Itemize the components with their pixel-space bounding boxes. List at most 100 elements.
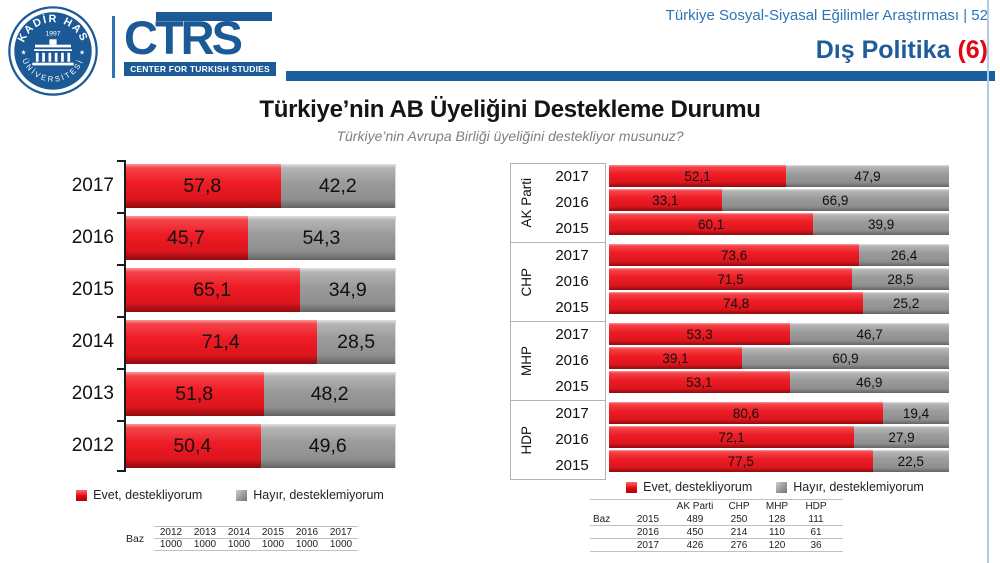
baz-value: 1000 [154,539,188,551]
year-label: 2012 [71,435,114,456]
year-label: 2015 [71,279,114,300]
year-label: 2016 [555,273,589,290]
baz-year: 2016 [290,527,324,539]
left-legend: Evet, destekliyorum Hayır, desteklemiyor… [60,488,400,502]
party-chart: AK Parti 2017 2016 2015 52,1 47,9 33,1 66,9 60,1… [510,163,949,480]
bar-segment-evet: 53,3 [609,323,791,345]
axis-tick [117,470,124,472]
chart-row: 2016 45,7 54,3 [60,212,400,264]
bar-track: 60,1 39,9 [609,213,949,235]
baz-year: 2017 [324,527,358,539]
bar-track: 33,1 66,9 [609,189,949,211]
party-label-text: AK Parti [518,178,534,228]
party-bars: 73,6 26,4 71,5 28,5 74,8 25,2 [609,242,949,321]
left-baz-table: Baz 2012 1000 2013 1000 2014 1000 2015 1000 2016… [122,526,358,551]
baz-row: Baz 2015 489 250 128 111 [590,513,843,526]
legend-item-hayir: Hayır, desteklemiyorum [236,488,384,502]
bar-segment-hayir: 27,9 [854,426,949,448]
bar-segment-hayir: 26,4 [859,244,949,266]
year-label: 2013 [71,383,114,404]
baz-year: 2012 [154,527,188,539]
bar-segment-hayir: 46,7 [790,323,949,345]
value-axis [124,160,126,472]
legend-label-hayir: Hayır, desteklemiyorum [253,488,384,502]
evet-swatch-icon [76,489,88,501]
baz-value-cell: 110 [769,527,785,538]
right-legend: Evet, destekliyorum Hayır, desteklemiyor… [600,480,950,494]
party-label-box: HDP 2017 2016 2015 [510,400,606,480]
baz-label-cell: Baz [593,514,611,525]
right-edge-line [987,0,989,563]
bar-track: 53,1 46,9 [609,371,949,393]
baz-header-cell: CHP [728,501,750,512]
baz-header-row: AK Parti CHP MHP HDP [590,500,843,513]
baz-value-cell: 36 [810,540,822,551]
bar-segment-evet: 33,1 [609,189,722,211]
bar-segment-evet: 73,6 [609,244,860,266]
bar-segment-hayir: 22,5 [872,450,949,472]
bar-segment-hayir: 48,2 [264,372,395,416]
axis-tick [117,264,124,266]
party-group: CHP 2017 2016 2015 73,6 26,4 71,5 28,5 74,8 25,2 [510,242,949,321]
baz-column: 2015 1000 [256,527,290,551]
bar-segment-evet: 51,8 [124,372,265,416]
baz-value-cell: 450 [686,527,704,538]
bar-track: 65,1 34,9 [124,268,396,312]
party-label-box: CHP 2017 2016 2015 [510,242,606,321]
party-label: AK Parti [511,164,541,242]
baz-row: 2017 426 276 120 36 [590,539,843,552]
year-label: 2014 [71,331,114,352]
left-baz-grid: 2012 1000 2013 1000 2014 1000 2015 1000 2016 1000… [154,526,358,551]
kadir-has-university-seal-icon: KADİR HAS 1997 ÜNİVERSİTESİ ★ ★ [8,6,98,96]
party-label-box: AK Parti 2017 2016 2015 [510,163,606,242]
bar-segment-hayir: 19,4 [883,402,949,424]
baz-year: 2014 [222,527,256,539]
bar-track: 71,5 28,5 [609,268,949,290]
baz-column: 2012 1000 [154,527,188,551]
party-bars: 52,1 47,9 33,1 66,9 60,1 39,9 [609,163,949,242]
bar-segment-evet: 52,1 [609,165,787,187]
bar-track: 80,6 19,4 [609,402,949,424]
bar-segment-hayir: 28,5 [852,268,949,290]
bar-segment-evet: 65,1 [124,268,301,312]
bar-segment-hayir: 66,9 [721,189,949,211]
bar-segment-evet: 77,5 [609,450,873,472]
party-group: AK Parti 2017 2016 2015 52,1 47,9 33,1 66,9 60,1… [510,163,949,242]
party-label: HDP [511,401,541,479]
baz-header-cell: HDP [805,501,827,512]
bar-track: 45,7 54,3 [124,216,396,260]
chart-row: 2013 51,8 48,2 [60,368,400,420]
baz-value-cell: 120 [768,540,786,551]
evet-swatch-icon [626,481,638,493]
bar-segment-hayir: 60,9 [741,347,949,369]
party-label: MHP [511,322,541,400]
baz-value: 1000 [222,539,256,551]
party-label: CHP [511,243,541,321]
axis-tick [117,212,124,214]
year-label: 2017 [555,168,589,185]
bar-track: 50,4 49,6 [124,424,396,468]
chart-row: 2014 71,4 28,5 [60,316,400,368]
svg-text:★: ★ [21,50,27,57]
baz-column: 2013 1000 [188,527,222,551]
bar-track: 77,5 22,5 [609,450,949,472]
bar-track: 74,8 25,2 [609,292,949,314]
year-label: 2016 [555,352,589,369]
baz-year-cell: 2017 [636,540,660,551]
baz-label-cell [590,526,626,538]
ctrs-acronym: CTRS [124,11,243,64]
chart-row: 2015 65,1 34,9 [60,264,400,316]
year-label: 2015 [555,457,589,474]
party-bars: 53,3 46,7 39,1 60,9 53,1 46,9 [609,321,949,400]
hayir-swatch-icon [236,489,248,501]
bar-segment-hayir: 46,9 [789,371,949,393]
baz-value-cell: 111 [808,514,824,525]
baz-header-cell: MHP [765,501,789,512]
bar-track: 57,8 42,2 [124,164,396,208]
baz-value-cell: 489 [686,514,704,525]
baz-value-cell: 250 [730,514,748,525]
year-label: 2017 [555,247,589,264]
svg-text:1997: 1997 [45,31,60,38]
logo-divider [112,16,115,78]
hayir-swatch-icon [776,481,788,493]
